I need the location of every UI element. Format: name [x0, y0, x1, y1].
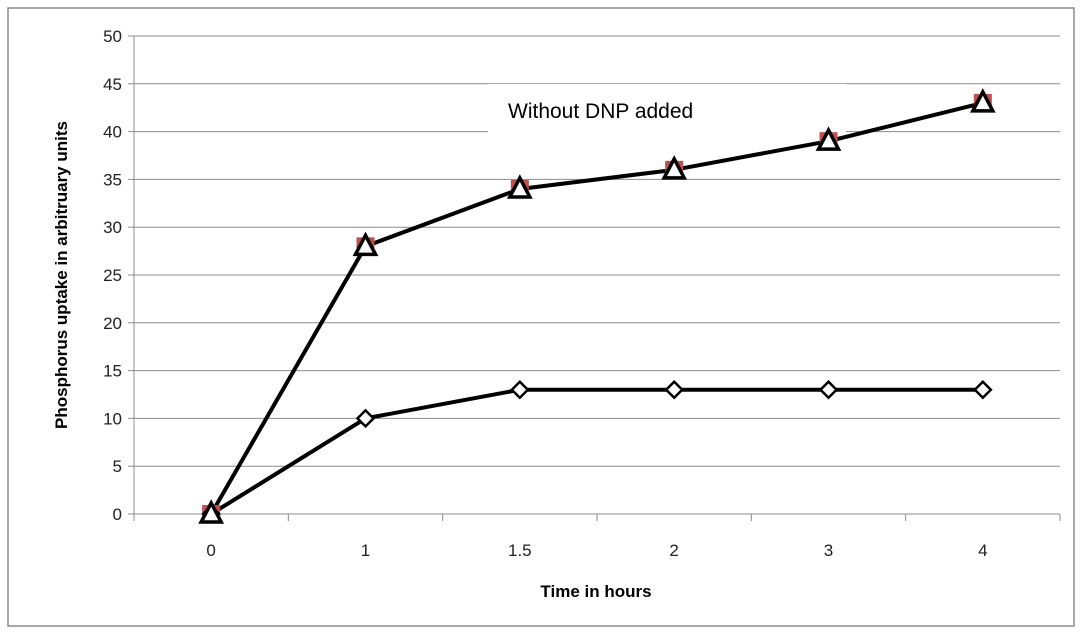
y-tick-label-1: 5 [113, 457, 122, 476]
y-tick-label-4: 20 [103, 314, 122, 333]
x-tick-label-5: 4 [978, 541, 987, 560]
series-2-line [210, 387, 983, 516]
series-1-line [209, 100, 984, 515]
y-tick-label-9: 45 [103, 75, 122, 94]
x-tick-label-3: 2 [669, 541, 678, 560]
series-2-point-2 [510, 379, 530, 400]
x-axis-title: Time in hours [540, 582, 651, 601]
y-tick-label-3: 15 [103, 362, 122, 381]
x-tick-label-1: 1 [361, 541, 370, 560]
y-tick-label-0: 0 [113, 505, 122, 524]
annotation-background [488, 84, 846, 134]
y-tick-label-5: 25 [103, 266, 122, 285]
series-2-point-4 [818, 379, 839, 400]
y-tick-label-6: 30 [103, 218, 122, 237]
y-axis-title: Phosphorus uptake in arbitruary units [52, 121, 71, 429]
axes [128, 35, 1061, 521]
y-tick-label-10: 50 [103, 27, 122, 46]
data-series [198, 88, 996, 524]
series-1-point-1 [352, 231, 379, 257]
series-2-point-5 [973, 379, 993, 400]
series-1-point-4 [815, 126, 842, 151]
x-tick-label-2: 1.5 [508, 541, 532, 560]
x-tick-labels: 0 1 1.5 2 3 4 [206, 541, 987, 560]
y-tick-label-7: 35 [103, 170, 122, 189]
annotation-text: Without DNP added [508, 100, 693, 123]
series-1-point-5 [969, 88, 996, 113]
x-tick-label-0: 0 [206, 541, 215, 560]
series-2-point-1 [355, 408, 376, 429]
series-1-point-0 [198, 499, 225, 524]
y-tick-label-8: 40 [103, 123, 122, 142]
series-1-point-2 [506, 174, 533, 199]
series-1-point-3 [661, 155, 688, 180]
x-tick-label-4: 3 [824, 541, 833, 560]
y-tick-label-2: 10 [103, 409, 122, 428]
y-tick-labels: 0 5 10 15 20 25 30 35 40 45 50 [103, 27, 122, 524]
series-2-point-3 [664, 379, 684, 400]
